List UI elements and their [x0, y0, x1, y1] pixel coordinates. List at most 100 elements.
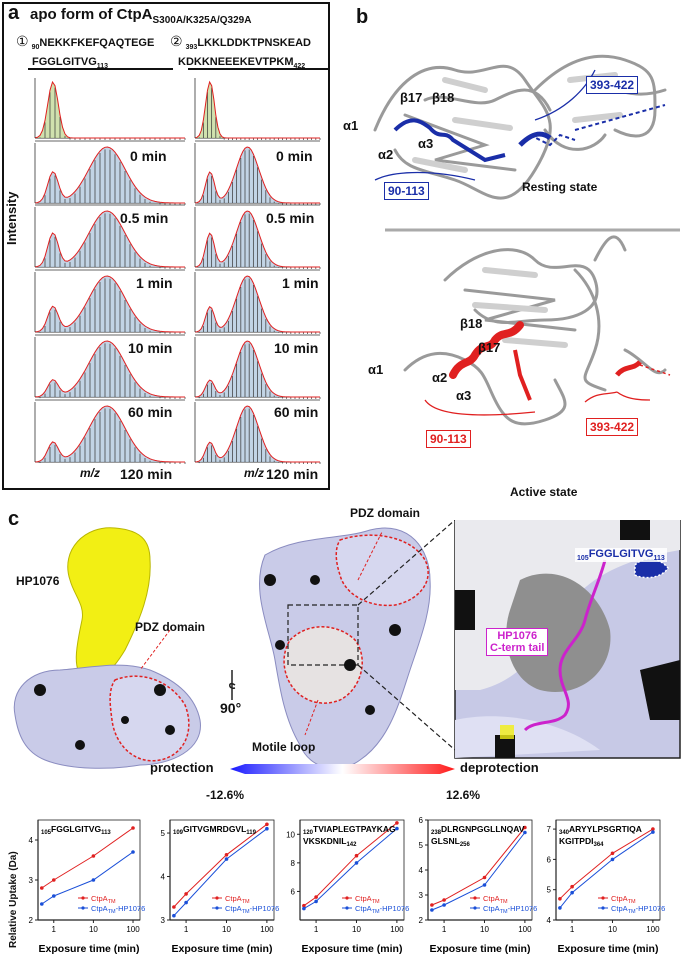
uptake-point — [558, 897, 562, 901]
uptake-point — [224, 853, 229, 857]
uptake-point — [354, 861, 359, 865]
scale-min-label: -12.6% — [206, 788, 245, 802]
spectrum-fit-line — [194, 405, 320, 463]
uptake-legend-marker — [345, 906, 349, 910]
resting-beta17: β17 — [400, 90, 423, 105]
uptake-point — [610, 857, 615, 862]
time-label-left-1: 0.5 min — [120, 210, 169, 226]
uptake-legend-label: CtpATM-HP1076 — [611, 904, 665, 915]
uptake-point — [314, 899, 318, 904]
uptake-peptide-title: 238DLRGNPGGLLNQAV — [431, 824, 525, 836]
uptake-point — [265, 826, 269, 831]
uptake-peptide-title-line2: KGITPDI364 — [559, 836, 604, 848]
uptake-point — [40, 902, 44, 906]
uptake-legend-marker — [473, 896, 477, 900]
uptake-point — [570, 884, 574, 889]
active-alpha1: α1 — [368, 362, 384, 377]
uptake-x-tick-label: 1 — [570, 925, 575, 934]
rotation-label: 90° — [220, 700, 242, 716]
peptide-1-underline — [28, 68, 173, 70]
spectrum-fit-line — [34, 80, 185, 139]
uptake-x-tick-label: 10 — [222, 925, 231, 934]
uptake-point — [40, 886, 44, 890]
active-range-90-113: 90-113 — [426, 430, 471, 448]
uptake-x-tick-label: 10 — [480, 925, 489, 934]
time-label-right-2: 1 min — [282, 275, 319, 291]
mz-label-right: m/z — [244, 466, 265, 480]
uptake-point — [442, 898, 446, 902]
uptake-y-tick-label: 2 — [29, 916, 34, 925]
uptake-point — [314, 895, 318, 899]
hp1076-label: HP1076 — [16, 574, 60, 588]
resting-state-title: Resting state — [522, 180, 598, 194]
uptake-y-tick-label: 4 — [547, 916, 552, 925]
peptide-2-label: ② 393LKKLDDKTPNSKEAD KDKKNEEEKEVTPKM422 — [170, 33, 311, 71]
time-label-right-0: 0 min — [276, 148, 313, 164]
uptake-point — [558, 906, 562, 910]
time-label-left-4: 60 min — [128, 404, 173, 420]
uptake-series-line — [431, 832, 526, 911]
scale-max-label: 12.6% — [446, 788, 481, 802]
uptake-x-tick-label: 100 — [518, 925, 532, 934]
uptake-legend-marker — [601, 896, 605, 900]
tail-label: HP1076 C-term tail — [486, 628, 549, 656]
uptake-series-line — [559, 828, 654, 900]
uptake-point — [131, 850, 135, 854]
uptake-x-tick-label: 1 — [52, 925, 57, 934]
uptake-x-tick-label: 1 — [442, 925, 447, 934]
time-label-left-0: 0 min — [130, 148, 167, 164]
uptake-peptide-title: 120TVIAPLEGTPAYKAG — [303, 824, 396, 836]
uptake-peptide-title: 340ARYYLPSGRTIQA — [559, 824, 642, 836]
resting-alpha2: α2 — [378, 147, 394, 162]
spectrum-fit-line — [34, 210, 185, 268]
uptake-x-tick-label: 1 — [314, 925, 319, 934]
uptake-x-tick-label: 1 — [184, 925, 189, 934]
spectrum-fit-line — [194, 80, 320, 139]
uptake-point — [482, 883, 487, 887]
uptake-y-tick-label: 5 — [547, 886, 552, 895]
uptake-series-line — [559, 831, 654, 909]
uptake-point — [91, 878, 96, 882]
uptake-legend-label: CtpATM — [611, 894, 636, 905]
uptake-legend-marker — [215, 896, 219, 900]
spectrum-fit-line — [34, 146, 185, 204]
surface-models — [13, 520, 681, 774]
uptake-x-tick-label: 100 — [126, 925, 140, 934]
uptake-legend-label: CtpATM — [355, 894, 380, 905]
uptake-series-line — [431, 827, 526, 906]
spectrum-envelope-fill — [35, 82, 185, 138]
uptake-point — [523, 825, 527, 830]
uptake-legend-marker — [601, 906, 605, 910]
resting-range-90-113: 90-113 — [384, 182, 429, 200]
uptake-plots: 1 10 100234105FGGLGITVG113CtpATMCtpATM-HP1… — [29, 816, 666, 955]
spectrum-fit-line — [194, 146, 320, 204]
uptake-legend-label: CtpATM — [483, 894, 508, 905]
uptake-frame — [555, 819, 661, 921]
inset-peptide-label: 105FGGLGITVG113 — [575, 548, 667, 563]
uptake-y-tick-label: 5 — [419, 841, 424, 850]
uptake-x-tick-label: 100 — [646, 925, 660, 934]
uptake-series-line — [303, 828, 398, 910]
uptake-xlabel: Exposure time (min) — [558, 943, 659, 955]
spectrum-envelope-fill — [195, 82, 320, 138]
uptake-series-line — [173, 828, 268, 917]
uptake-peptide-title: 105FGGLGITVG113 — [41, 824, 111, 836]
resting-beta18: β18 — [432, 90, 455, 105]
spectrum-fit-line — [194, 340, 320, 398]
uptake-x-tick-label: 10 — [89, 925, 98, 934]
resting-range-393-422: 393-422 — [586, 76, 639, 94]
active-beta18: β18 — [460, 316, 483, 331]
uptake-legend-label: CtpATM-HP1076 — [355, 904, 409, 915]
uptake-y-tick-label: 5 — [161, 829, 166, 838]
uptake-xlabel: Exposure time (min) — [39, 943, 140, 955]
uptake-series-line — [41, 851, 134, 905]
uptake-point — [651, 827, 655, 831]
time-label-left-5: 120 min — [120, 466, 173, 482]
uptake-point — [265, 822, 269, 827]
uptake-y-tick-label: 3 — [161, 916, 166, 925]
uptake-y-tick-label: 4 — [161, 873, 166, 882]
panel-a-title: apo form of CtpAS300A/K325A/Q329A — [30, 6, 252, 26]
uptake-legend-marker — [345, 896, 349, 900]
uptake-point — [610, 851, 615, 856]
resting-alpha3: α3 — [418, 136, 434, 151]
